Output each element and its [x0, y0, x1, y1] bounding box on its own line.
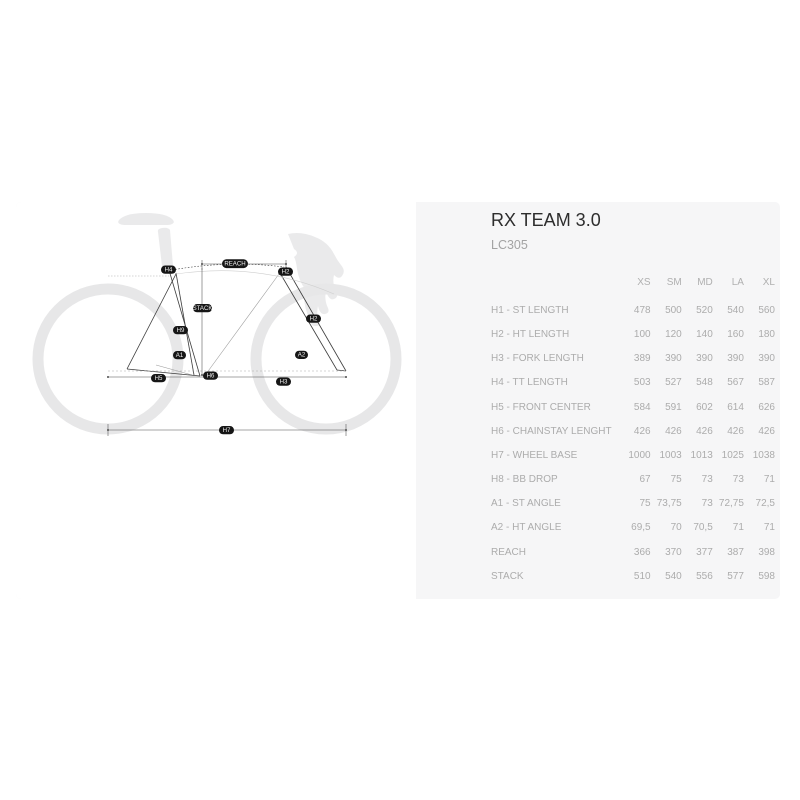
svg-text:H4: H4: [165, 266, 173, 273]
svg-text:H2: H2: [282, 268, 290, 275]
svg-text:REACH: REACH: [224, 261, 245, 268]
svg-text:STACK: STACK: [193, 305, 213, 312]
svg-text:A2: A2: [298, 352, 306, 359]
svg-text:H7: H7: [223, 427, 231, 434]
svg-text:H2: H2: [310, 316, 318, 323]
svg-text:H9: H9: [177, 327, 185, 334]
svg-text:H6: H6: [207, 372, 215, 379]
svg-text:H3: H3: [280, 378, 288, 385]
svg-text:A1: A1: [176, 352, 184, 359]
svg-text:H5: H5: [155, 375, 163, 382]
